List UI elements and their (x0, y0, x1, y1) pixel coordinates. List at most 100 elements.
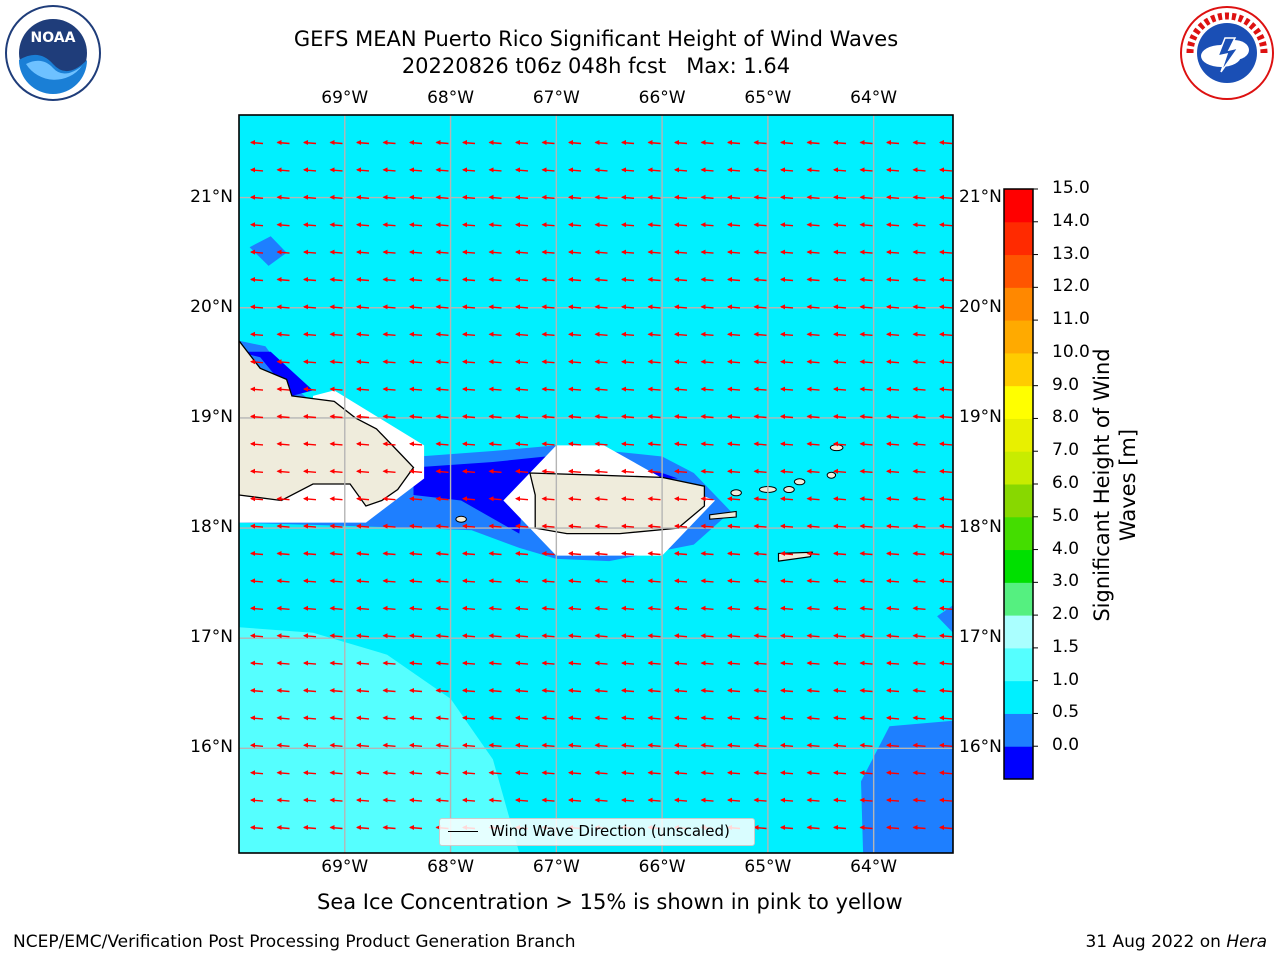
colorbar-segment (1004, 352, 1033, 387)
wave-direction-arrow (541, 496, 555, 502)
wave-direction-arrow (912, 304, 926, 310)
wave-direction-arrow (621, 414, 635, 419)
wave-direction-arrow (329, 468, 343, 474)
wave-direction-arrow (939, 140, 953, 145)
wave-direction-arrow (594, 551, 608, 556)
wave-direction-arrow (250, 386, 264, 392)
land-islet-4 (826, 471, 837, 479)
colorbar-tick-label: 0.0 (1052, 735, 1080, 756)
wave-direction-arrow (462, 222, 476, 228)
wave-direction-arrow (621, 359, 635, 365)
wave-direction-arrow (753, 551, 767, 556)
wave-direction-arrow (541, 167, 555, 173)
lon-label-bottom: 64°W (850, 857, 898, 877)
wave-direction-arrow (753, 770, 767, 776)
wave-direction-arrow (753, 386, 767, 392)
wave-direction-arrow (356, 742, 370, 748)
wave-direction-arrow (621, 797, 635, 803)
wave-direction-arrow (250, 715, 264, 721)
wave-direction-arrow (488, 414, 502, 419)
wave-direction-arrow (515, 222, 529, 228)
lon-label-bottom: 66°W (638, 857, 686, 877)
wave-direction-arrow (276, 605, 290, 611)
wave-direction-arrow (356, 194, 370, 200)
wave-direction-arrow (939, 359, 953, 365)
wave-direction-arrow (912, 688, 926, 693)
noaa-logo: NOAA (4, 4, 102, 102)
wave-direction-arrow (303, 660, 317, 666)
wave-direction-arrow (250, 770, 264, 776)
wave-direction-arrow (621, 688, 635, 693)
wave-direction-arrow (886, 578, 900, 584)
wave-direction-arrow (568, 167, 582, 173)
wave-direction-arrow (647, 770, 661, 776)
wave-direction-arrow (382, 633, 396, 639)
wave-direction-arrow (409, 414, 423, 419)
wave-direction-arrow (462, 386, 476, 392)
wave-direction-arrow (674, 742, 688, 748)
wave-direction-arrow (594, 688, 608, 693)
wave-direction-arrow (939, 770, 953, 776)
wave-direction-arrow (488, 194, 502, 200)
wave-direction-arrow (568, 386, 582, 392)
colorbar-segment (1004, 189, 1033, 223)
wave-direction-arrow (594, 194, 608, 200)
wave-direction-arrow (409, 304, 423, 310)
wave-direction-arrow (515, 496, 529, 502)
wave-direction-arrow (780, 441, 794, 447)
wave-direction-arrow (912, 523, 926, 529)
wave-direction-arrow (462, 277, 476, 282)
wave-direction-arrow (515, 605, 529, 611)
wave-direction-arrow (833, 770, 847, 776)
wave-direction-arrow (674, 468, 688, 474)
wave-direction-arrow (409, 742, 423, 748)
wave-direction-arrow (780, 715, 794, 721)
wave-direction-arrow (939, 194, 953, 200)
wave-direction-arrow (409, 688, 423, 693)
land-islet-3 (793, 478, 806, 486)
wave-direction-arrow (939, 304, 953, 310)
wave-direction-arrow (356, 331, 370, 337)
wave-direction-arrow (780, 523, 794, 529)
colorbar-tick-label: 15.0 (1052, 178, 1090, 198)
wave-direction-arrow (435, 578, 449, 584)
wave-direction-arrow (886, 523, 900, 529)
wave-direction-arrow (568, 468, 582, 474)
wave-direction-arrow (541, 331, 555, 337)
wave-direction-arrow (939, 660, 953, 666)
wave-direction-arrow (568, 633, 582, 639)
wave-direction-arrow (568, 277, 582, 282)
wave-direction-arrow (727, 688, 741, 693)
wave-direction-arrow (753, 633, 767, 639)
wave-direction-arrow (780, 797, 794, 803)
wave-direction-arrow (435, 523, 449, 529)
wave-direction-arrow (621, 770, 635, 776)
wave-direction-arrow (647, 605, 661, 611)
wave-direction-arrow (250, 194, 264, 200)
wave-direction-arrow (515, 140, 529, 145)
wave-direction-arrow (435, 386, 449, 392)
wave-direction-arrow (780, 605, 794, 611)
wave-direction-arrow (727, 468, 741, 474)
wave-direction-arrow (250, 277, 264, 282)
wave-direction-arrow (939, 277, 953, 282)
wave-direction-arrow (303, 551, 317, 556)
wave-direction-arrow (568, 578, 582, 584)
wave-direction-arrow (276, 825, 290, 830)
wave-direction-arrow (647, 194, 661, 200)
wave-direction-arrow (859, 715, 873, 721)
wave-direction-arrow (647, 660, 661, 666)
wave-direction-arrow (859, 742, 873, 748)
wave-direction-arrow (833, 222, 847, 228)
wave-direction-arrow (382, 770, 396, 776)
wave-direction-arrow (674, 304, 688, 310)
wave-direction-arrow (541, 523, 555, 529)
wave-direction-arrow (753, 304, 767, 310)
lon-label-bottom: 65°W (744, 857, 792, 877)
wave-direction-arrow (647, 496, 661, 502)
colorbar-tick-label: 10.0 (1052, 341, 1090, 362)
wave-direction-arrow (912, 359, 926, 365)
colorbar-tick-label: 5.0 (1052, 505, 1080, 526)
wave-direction-arrow (276, 304, 290, 310)
wave-direction-arrow (859, 797, 873, 803)
